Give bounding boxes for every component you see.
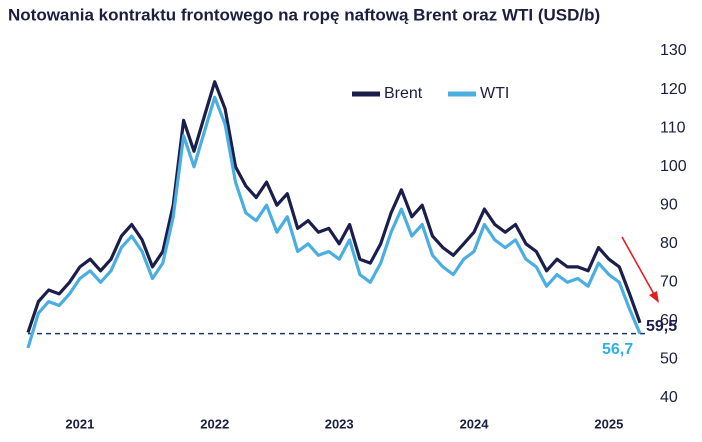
value-label: 56,7 bbox=[602, 341, 633, 358]
y-tick-label: 110 bbox=[660, 119, 686, 136]
y-tick-label: 100 bbox=[660, 158, 687, 175]
y-tick-label: 60 bbox=[660, 312, 678, 329]
y-tick-label: 50 bbox=[660, 351, 678, 368]
y-tick-label: 130 bbox=[660, 42, 687, 59]
series-line bbox=[26, 80, 642, 334]
legend-label: WTI bbox=[480, 85, 509, 102]
x-tick-label: 2022 bbox=[200, 416, 229, 431]
y-tick-label: 70 bbox=[660, 274, 678, 291]
y-tick-label: 90 bbox=[660, 196, 678, 213]
y-tick-label: 80 bbox=[660, 235, 678, 252]
x-tick-label: 2023 bbox=[325, 416, 354, 431]
y-tick-label: 40 bbox=[660, 389, 678, 406]
x-tick-label: 2024 bbox=[460, 416, 490, 431]
legend-label: Brent bbox=[384, 85, 423, 102]
y-tick-label: 120 bbox=[660, 81, 687, 98]
series-line bbox=[26, 95, 642, 349]
value-label: 59,5 bbox=[646, 318, 677, 335]
x-tick-label: 2021 bbox=[65, 416, 94, 431]
chart-title: Notowania kontraktu frontowego na ropę n… bbox=[8, 5, 600, 24]
x-tick-label: 2025 bbox=[594, 416, 623, 431]
trend-arrow bbox=[621, 236, 659, 303]
